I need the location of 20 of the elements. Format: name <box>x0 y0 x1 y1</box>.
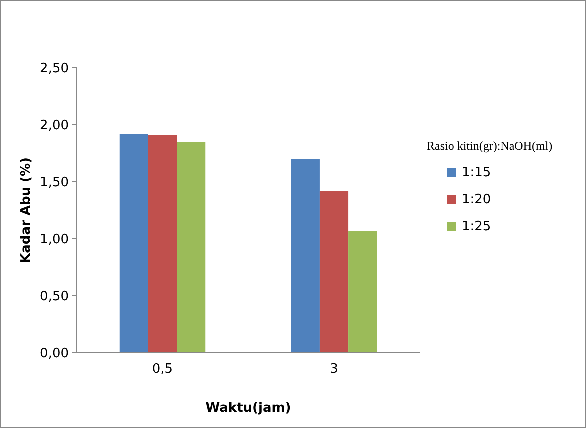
y-axis-title: Kadar Abu (%) <box>19 158 34 264</box>
legend-label: 1:15 <box>462 166 492 181</box>
legend-label: 1:20 <box>462 192 492 208</box>
y-tick-label: 1,00 <box>40 232 69 248</box>
bar <box>348 231 378 353</box>
x-tick-label: 0,5 <box>152 362 174 377</box>
x-axis-title: Waktu(jam) <box>206 401 292 416</box>
bar <box>120 134 148 353</box>
bar <box>291 159 320 353</box>
legend-label: 1:25 <box>462 220 492 235</box>
bar <box>148 135 178 353</box>
bar <box>320 191 349 353</box>
y-tick-label: 0,00 <box>40 346 69 362</box>
x-tick-label: 3 <box>330 362 338 377</box>
y-tick-label: 2,50 <box>40 62 69 77</box>
y-tick-label: 0,50 <box>40 290 69 305</box>
y-tick-label: 2,00 <box>40 118 69 134</box>
legend-title: Rasio kitin(gr):NaOH(ml) <box>427 139 553 153</box>
y-tick-label: 1,50 <box>40 176 69 191</box>
bar <box>177 142 206 353</box>
